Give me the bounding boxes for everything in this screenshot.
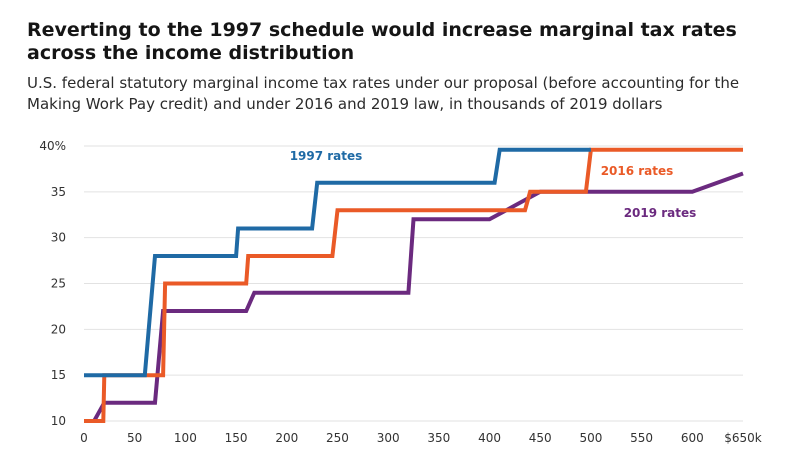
y-tick-label: 40% bbox=[39, 139, 66, 153]
x-tick-label: 350 bbox=[427, 431, 450, 445]
x-tick-label: 250 bbox=[326, 431, 349, 445]
series-label-2016-rates: 2016 rates bbox=[601, 164, 674, 178]
y-tick-label: 20 bbox=[51, 322, 66, 336]
series-lines bbox=[84, 147, 744, 423]
x-tick-label: 150 bbox=[225, 431, 248, 445]
x-tick-label: 450 bbox=[529, 431, 552, 445]
x-tick-label: 0 bbox=[80, 431, 88, 445]
x-tick-label: 300 bbox=[377, 431, 400, 445]
series-labels: 1997 rates 2016 rates 2019 rates bbox=[290, 149, 697, 220]
series-label-1997-rates: 1997 rates bbox=[290, 149, 363, 163]
x-tick-label: 400 bbox=[478, 431, 501, 445]
x-tick-label: 100 bbox=[174, 431, 197, 445]
y-tick-label: 35 bbox=[51, 185, 66, 199]
x-axis-ticks: 0 50 100 150 200 250 300 350 400 450 500 550 600 $650… bbox=[80, 431, 762, 445]
y-tick-label: 30 bbox=[51, 231, 66, 245]
chart-subtitle: U.S. federal statutory marginal income t… bbox=[27, 74, 740, 113]
y-axis-ticks: 10 15 20 25 30 35 40% bbox=[39, 139, 66, 428]
x-tick-label: 50 bbox=[127, 431, 142, 445]
y-tick-label: 25 bbox=[51, 277, 66, 291]
x-tick-label: $650k bbox=[724, 431, 762, 445]
x-tick-label: 600 bbox=[681, 431, 704, 445]
chart-title: Reverting to the 1997 schedule would inc… bbox=[27, 19, 737, 64]
series-line-1997-rates bbox=[84, 147, 591, 378]
x-tick-label: 200 bbox=[275, 431, 298, 445]
x-tick-label: 500 bbox=[579, 431, 602, 445]
y-tick-label: 10 bbox=[51, 414, 66, 428]
y-tick-label: 15 bbox=[51, 368, 66, 382]
series-label-2019-rates: 2019 rates bbox=[624, 206, 697, 220]
x-tick-label: 550 bbox=[630, 431, 653, 445]
